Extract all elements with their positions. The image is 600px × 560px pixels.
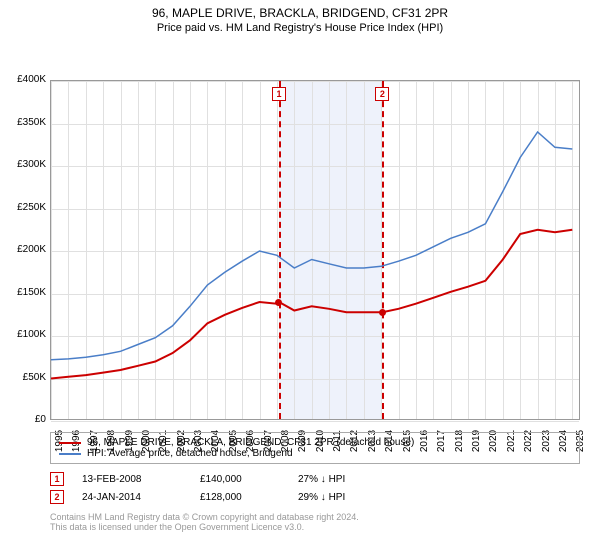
- ytick-label: £400K: [2, 74, 46, 85]
- chart: 12 £0 £50K £100K £150K £200K £250K £300K £350K £…: [0, 34, 600, 464]
- sale-row: 1 13-FEB-2008 £140,000 27% ↓ HPI: [50, 470, 580, 488]
- ytick-label: £350K: [2, 117, 46, 128]
- series-line-hpi: [51, 132, 572, 360]
- series-line-property: [51, 230, 572, 379]
- sale-date: 13-FEB-2008: [82, 474, 182, 485]
- legend: 96, MAPLE DRIVE, BRACKLA, BRIDGEND, CF31…: [50, 432, 580, 464]
- title-line-1: 96, MAPLE DRIVE, BRACKLA, BRIDGEND, CF31…: [0, 0, 600, 20]
- sale-vs-hpi: 27% ↓ HPI: [298, 474, 388, 485]
- ytick-label: £200K: [2, 244, 46, 255]
- attribution-line-2: This data is licensed under the Open Gov…: [50, 522, 580, 532]
- legend-swatch-hpi: [59, 453, 81, 455]
- legend-item-property: 96, MAPLE DRIVE, BRACKLA, BRIDGEND, CF31…: [59, 437, 571, 448]
- legend-item-hpi: HPI: Average price, detached house, Brid…: [59, 448, 571, 459]
- series-svg: [51, 81, 581, 421]
- sale-row-marker: 1: [50, 472, 64, 486]
- ytick-label: £250K: [2, 202, 46, 213]
- legend-label-property: 96, MAPLE DRIVE, BRACKLA, BRIDGEND, CF31…: [87, 437, 414, 448]
- ytick-label: £150K: [2, 287, 46, 298]
- plot-area: 12: [50, 80, 580, 420]
- ytick-label: £50K: [2, 372, 46, 383]
- sale-price: £128,000: [200, 492, 280, 503]
- ytick-label: £300K: [2, 159, 46, 170]
- sale-vs-hpi: 29% ↓ HPI: [298, 492, 388, 503]
- gridline-h: [51, 421, 579, 422]
- attribution: Contains HM Land Registry data © Crown c…: [50, 512, 580, 532]
- sale-price: £140,000: [200, 474, 280, 485]
- legend-swatch-property: [59, 442, 81, 444]
- ytick-label: £0: [2, 414, 46, 425]
- legend-label-hpi: HPI: Average price, detached house, Brid…: [87, 448, 293, 459]
- title-line-2: Price paid vs. HM Land Registry's House …: [0, 20, 600, 34]
- sales-table: 1 13-FEB-2008 £140,000 27% ↓ HPI 2 24-JAN-201…: [50, 470, 580, 506]
- sale-row-marker: 2: [50, 490, 64, 504]
- attribution-line-1: Contains HM Land Registry data © Crown c…: [50, 512, 580, 522]
- sale-date: 24-JAN-2014: [82, 492, 182, 503]
- ytick-label: £100K: [2, 329, 46, 340]
- sale-row: 2 24-JAN-2014 £128,000 29% ↓ HPI: [50, 488, 580, 506]
